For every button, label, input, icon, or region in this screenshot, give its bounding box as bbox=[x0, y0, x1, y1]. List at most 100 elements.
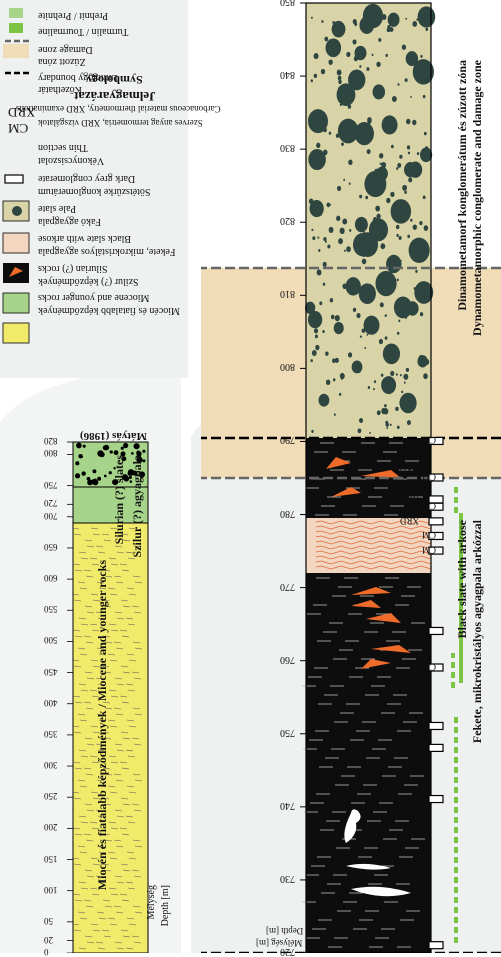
pale-slate-hatch bbox=[315, 525, 432, 530]
conglomerate-clast bbox=[103, 444, 110, 451]
conglomerate-clast bbox=[142, 459, 146, 463]
conglomerate-clast bbox=[381, 115, 398, 135]
conglomerate-clast bbox=[120, 446, 124, 450]
legend-item-silurian: Szilur (?) képződmények bbox=[38, 276, 139, 287]
conglomerate-clast bbox=[394, 212, 399, 218]
miocene-texture bbox=[121, 569, 130, 572]
conglomerate-clast bbox=[376, 61, 381, 68]
conglomerate-clast bbox=[390, 370, 395, 376]
conglomerate-clast bbox=[81, 471, 86, 476]
miocene-texture bbox=[97, 749, 106, 752]
miocene-texture bbox=[121, 701, 130, 704]
overview-unit2-label: Szilur (?) agyagpala bbox=[130, 455, 144, 558]
pale-slate-hatch bbox=[315, 535, 432, 540]
conglomerate-clast bbox=[359, 65, 362, 68]
miocene-texture bbox=[74, 635, 83, 638]
overview-log bbox=[67, 441, 149, 953]
conglomerate-clast bbox=[99, 451, 105, 458]
miocene-texture bbox=[104, 707, 113, 710]
miocene-texture bbox=[71, 725, 80, 728]
miocene-texture bbox=[126, 719, 135, 722]
conglomerate-clast bbox=[422, 195, 426, 200]
conglomerate-clast bbox=[113, 467, 116, 470]
miocene-texture bbox=[128, 791, 137, 794]
conglomerate-clast bbox=[397, 83, 400, 86]
conglomerate-clast bbox=[414, 281, 434, 304]
detail-tick-label: 840 bbox=[280, 69, 295, 81]
conglomerate-clast bbox=[305, 301, 316, 315]
conglomerate-clast bbox=[397, 162, 402, 168]
conglomerate-clast bbox=[367, 385, 371, 389]
miocene-texture bbox=[73, 599, 82, 602]
legend-item-thin-section: Vékonycsiszolat bbox=[38, 155, 105, 166]
miocene-texture bbox=[95, 809, 104, 812]
conglomerate-clast bbox=[401, 44, 407, 50]
thin-section-marker bbox=[428, 517, 444, 526]
black-slate-unit bbox=[306, 573, 431, 953]
miocene-texture bbox=[109, 857, 118, 860]
conglomerate-clast bbox=[354, 45, 367, 61]
miocene-texture bbox=[71, 857, 80, 860]
conglomerate-clast bbox=[417, 6, 436, 28]
conglomerate-clast bbox=[333, 321, 344, 335]
miocene-texture bbox=[120, 797, 129, 800]
miocene-texture bbox=[84, 737, 93, 740]
conglomerate-clast bbox=[368, 218, 389, 242]
miocene-texture bbox=[84, 605, 93, 608]
conglomerate-clast bbox=[412, 224, 417, 230]
miocene-texture bbox=[109, 725, 118, 728]
conglomerate-clast bbox=[384, 314, 387, 318]
conglomerate-clast bbox=[412, 20, 418, 27]
miocene-texture bbox=[134, 779, 143, 782]
miocene-texture bbox=[107, 785, 116, 788]
miocene-texture bbox=[80, 557, 89, 560]
conglomerate-clast bbox=[322, 282, 326, 286]
conglomerate-clast bbox=[129, 480, 133, 483]
conglomerate-clast bbox=[128, 475, 132, 479]
conglomerate-clast bbox=[352, 39, 357, 45]
overview-tick-label: 500 bbox=[44, 635, 58, 646]
miocene-texture bbox=[128, 923, 137, 926]
conglomerate-clast bbox=[320, 68, 326, 75]
legend-miocene bbox=[2, 322, 30, 344]
conglomerate-clast bbox=[345, 277, 361, 296]
miocene-texture bbox=[73, 929, 82, 932]
miocene-texture bbox=[77, 581, 86, 584]
conglomerate-clast bbox=[357, 428, 362, 434]
miocene-texture bbox=[109, 659, 118, 662]
conglomerate-clast bbox=[337, 86, 343, 93]
miocene-texture bbox=[121, 635, 130, 638]
conglomerate-clast bbox=[347, 104, 352, 109]
conglomerate-clast bbox=[386, 427, 389, 430]
miocene-texture bbox=[107, 653, 116, 656]
detail-tick-label: 810 bbox=[280, 288, 295, 300]
miocene-texture bbox=[83, 767, 92, 770]
overview-tick-label: 720 bbox=[44, 498, 58, 509]
miocene-texture bbox=[79, 587, 88, 590]
miocene-texture bbox=[72, 761, 81, 764]
miocene-texture bbox=[110, 629, 119, 632]
conglomerate-clast bbox=[316, 269, 322, 276]
miocene-texture bbox=[102, 701, 111, 704]
conglomerate-clast bbox=[389, 27, 394, 33]
miocene-texture bbox=[133, 941, 142, 944]
legend-item-conglomerate: Sötétszürke konglomerátum bbox=[38, 186, 151, 197]
miocene-texture bbox=[104, 773, 113, 776]
thin-section-marker bbox=[428, 495, 444, 504]
detail-tick-label: 740 bbox=[280, 799, 295, 811]
conglomerate-clast bbox=[313, 73, 318, 78]
overview-axis-label-hu: Mélység bbox=[146, 885, 157, 920]
miocene-texture bbox=[101, 533, 110, 536]
conglomerate-clast bbox=[424, 358, 430, 366]
conglomerate-clast bbox=[422, 94, 426, 99]
conglomerate-clast bbox=[348, 69, 366, 91]
conglomerate-clast bbox=[356, 312, 361, 319]
conglomerate-clast bbox=[407, 234, 411, 239]
miocene-texture bbox=[73, 863, 82, 866]
detail-tick-label: 720 bbox=[280, 946, 295, 957]
miocene-texture bbox=[122, 539, 131, 542]
miocene-texture bbox=[128, 857, 137, 860]
miocene-texture bbox=[91, 827, 100, 830]
miocene-texture bbox=[131, 803, 140, 806]
miocene-texture bbox=[98, 785, 107, 788]
